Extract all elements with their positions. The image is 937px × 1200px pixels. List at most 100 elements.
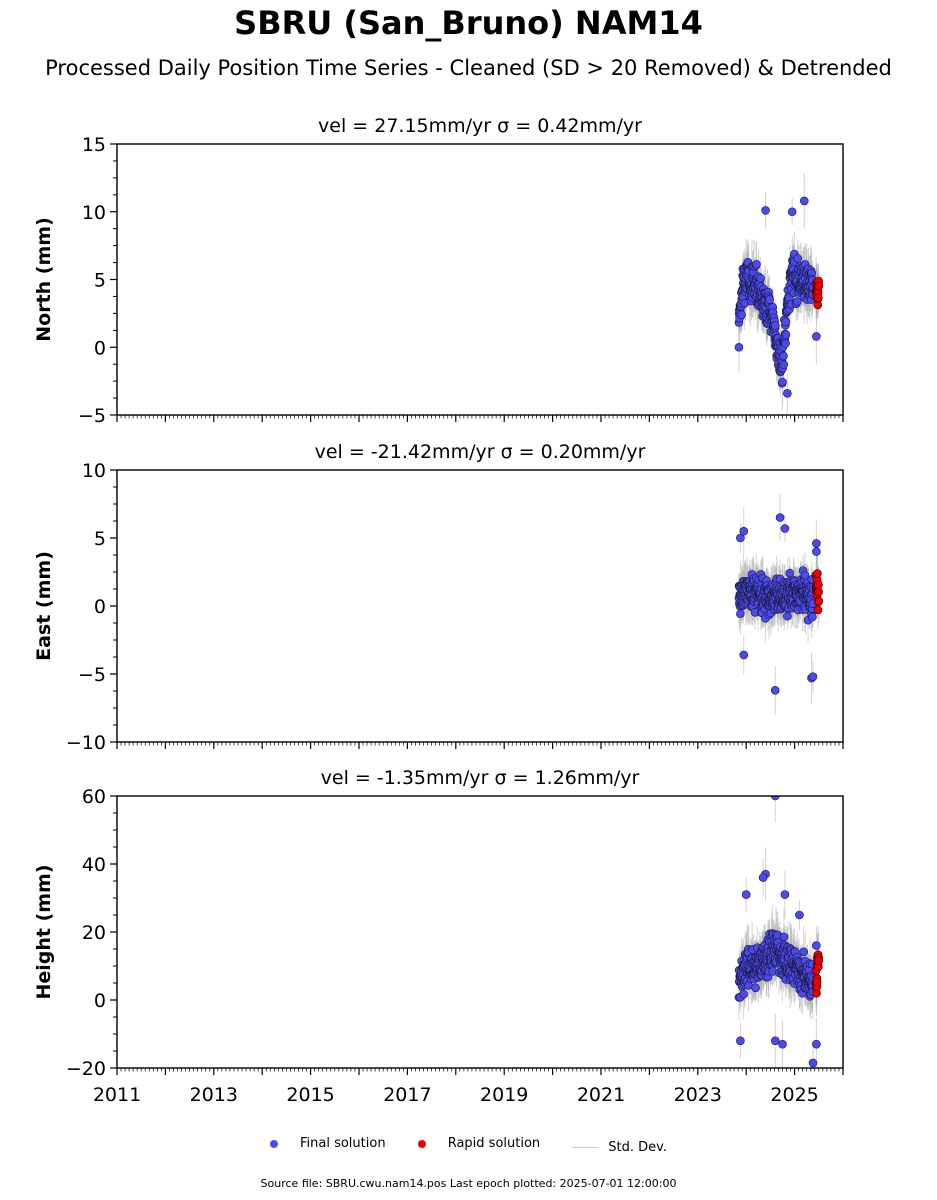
final-point [795,910,804,920]
final-point [765,295,774,304]
final-point [739,526,749,536]
final-point [770,321,780,330]
y-tick-label: 40 [82,854,106,876]
legend-rapid: Rapid solution [417,1136,541,1151]
y-axis-label: East (mm) [33,551,55,661]
final-point [787,207,797,217]
final-point [781,317,791,327]
y-tick-label: 20 [82,922,106,944]
rapid-point [812,977,822,987]
panel-title: vel = -21.42mm/yr σ = 0.20mm/yr [315,441,646,463]
panel-east: vel = -21.42mm/yr σ = 0.20mm/yr East (mm)… [33,441,844,754]
rapid-point [813,569,822,578]
data-area [734,796,824,1068]
final-point [783,389,792,398]
x-tick-label: 2025 [770,1084,818,1106]
y-tick-label: 10 [82,460,106,482]
final-point [736,609,745,619]
x-tick-label: 2021 [577,1084,625,1106]
data-area [734,494,824,715]
final-point [780,890,790,899]
std-line-icon [572,1146,599,1148]
page-title: SBRU (San_Bruno) NAM14 [234,4,703,42]
legend-std-label: Std. Dev. [608,1139,667,1155]
final-point [781,339,790,348]
y-tick-label: −5 [78,664,106,686]
panel-height: vel = -1.35mm/yr σ = 1.26mm/yr Height (mm… [33,767,844,1106]
final-point [812,539,821,548]
rapid-point [814,587,823,597]
x-tick-label: 2015 [286,1084,334,1106]
final-point [793,254,803,263]
final-point [741,890,751,899]
rapid-point [813,605,823,615]
final-point [781,330,791,339]
final-point [770,796,780,801]
x-tick-label: 2013 [190,1084,238,1106]
legend-rapid-label: Rapid solution [447,1136,541,1151]
y-tick-label: 5 [94,528,106,550]
final-point [778,1039,787,1049]
rapid-point [814,281,824,291]
y-axis-label: North (mm) [33,217,55,342]
data-area [734,173,824,413]
plot-frame [116,143,844,416]
final-marker-icon [269,1139,278,1148]
rapid-point [814,596,824,606]
final-point [737,310,746,320]
final-point [761,206,770,215]
y-tick-label: 5 [94,270,106,292]
final-point [808,672,818,682]
final-point [783,611,792,621]
final-point [780,524,790,533]
final-point [812,332,821,341]
final-point [793,297,802,306]
y-tick-label: 0 [94,337,106,359]
final-point [808,612,817,622]
final-point [751,983,760,993]
x-tick-label: 2017 [383,1084,431,1106]
final-point [799,196,809,206]
legend-final-label: Final solution [299,1136,386,1151]
footer-source: Source file: SBRU.cwu.nam14.pos Last epo… [260,1177,677,1190]
plot-frame [116,469,844,743]
y-tick-label: 15 [82,134,106,156]
rapid-point [814,580,823,590]
y-tick-label: −20 [66,1058,106,1080]
y-tick-label: 10 [82,202,106,224]
final-point [812,1039,821,1049]
legend-std: Std. Dev. [572,1140,667,1155]
rapid-point [814,956,824,966]
final-point [736,533,745,543]
rapid-marker-icon [417,1139,426,1148]
y-tick-label: −10 [66,732,106,754]
panel-title: vel = -1.35mm/yr σ = 1.26mm/yr [321,767,640,789]
panel-title: vel = 27.15mm/yr σ = 0.42mm/yr [318,115,642,137]
final-point [739,650,749,660]
y-tick-label: 0 [94,596,106,618]
rapid-point [814,293,823,303]
legend-final: Final solution [269,1136,386,1151]
panel-north: vel = 27.15mm/yr σ = 0.42mm/yr North (mm)… [33,115,844,427]
final-point [756,273,765,283]
y-tick-label: 0 [94,990,106,1012]
final-point [779,360,789,369]
final-point [812,547,821,556]
y-tick-label: −5 [78,405,106,427]
y-axis-label: Height (mm) [33,864,55,999]
final-point [799,947,809,957]
final-point [778,377,787,387]
final-point [758,873,768,882]
legend: Final solution Rapid solution Std. Dev. [0,1136,937,1155]
final-point [775,513,785,522]
final-point [785,568,794,578]
x-tick-label: 2011 [93,1084,141,1106]
final-point [770,1036,780,1046]
final-point [736,1036,745,1046]
final-point [752,259,761,269]
page-subtitle: Processed Daily Position Time Series - C… [45,56,892,80]
final-point [812,941,821,950]
x-tick-label: 2019 [480,1084,528,1106]
final-point [808,1058,818,1068]
